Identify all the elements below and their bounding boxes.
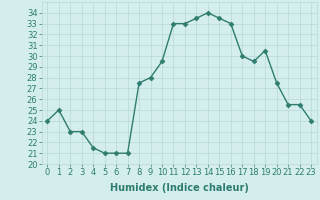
- X-axis label: Humidex (Indice chaleur): Humidex (Indice chaleur): [110, 183, 249, 193]
